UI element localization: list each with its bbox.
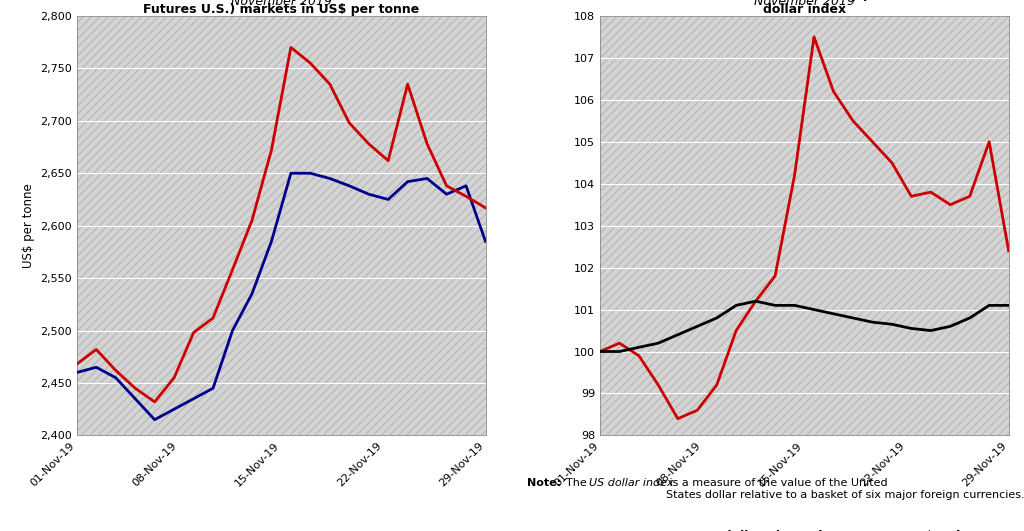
Title: Chart II: ICCO US-denominated daily price index and U.S.
dollar index: Chart II: ICCO US-denominated daily pric… [604,0,1005,16]
Text: The: The [566,478,591,488]
Text: is a measure of the value of the United
States dollar relative to a basket of si: is a measure of the value of the United … [666,478,1024,500]
Title: Chart I: Prices of the nearby futures contract on the
London (ICE Futures Europe: Chart I: Prices of the nearby futures co… [98,0,465,16]
Y-axis label: US$ per tonne: US$ per tonne [22,183,35,268]
Text: November 2019: November 2019 [230,0,332,7]
Text: US dollar index: US dollar index [589,478,674,488]
Text: November 2019: November 2019 [754,0,855,7]
Legend: ICCO daily price Index, US$ Index: ICCO daily price Index, US$ Index [632,530,977,531]
Text: Note:: Note: [527,478,565,488]
